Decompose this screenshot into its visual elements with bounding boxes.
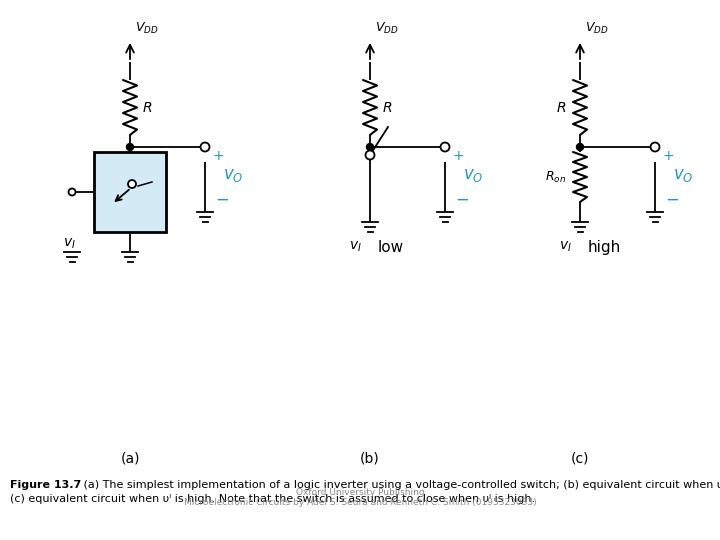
- Text: +: +: [452, 149, 464, 163]
- Text: $R$: $R$: [382, 100, 392, 114]
- Circle shape: [366, 151, 374, 159]
- Text: +: +: [662, 149, 674, 163]
- Text: $V_{DD}$: $V_{DD}$: [585, 21, 608, 36]
- Circle shape: [577, 144, 583, 151]
- Text: +: +: [212, 149, 224, 163]
- Text: $R$: $R$: [142, 100, 153, 114]
- Text: $v_I$: $v_I$: [349, 240, 362, 254]
- Text: (a) The simplest implementation of a logic inverter using a voltage-controlled s: (a) The simplest implementation of a log…: [80, 480, 720, 490]
- Text: Oxford University Publishing: Oxford University Publishing: [296, 488, 424, 497]
- Circle shape: [68, 188, 76, 195]
- Text: (c) equivalent circuit when υᴵ is high. Note that the switch is assumed to close: (c) equivalent circuit when υᴵ is high. …: [10, 494, 535, 504]
- Text: $V_{DD}$: $V_{DD}$: [135, 21, 158, 36]
- Bar: [94, 152, 166, 232]
- Text: $v_I$: $v_I$: [63, 237, 76, 252]
- Text: $v_O$: $v_O$: [673, 166, 693, 184]
- Circle shape: [366, 144, 374, 151]
- Text: $-$: $-$: [455, 190, 469, 208]
- Text: $R$: $R$: [556, 100, 566, 114]
- Text: (b): (b): [360, 451, 380, 465]
- Circle shape: [127, 144, 133, 151]
- Text: $v_O$: $v_O$: [463, 166, 484, 184]
- Text: Microelectronic Circuits by Adel S. Sedra and Kenneth C. Smith (0195323033): Microelectronic Circuits by Adel S. Sedr…: [184, 498, 536, 507]
- Text: (c): (c): [571, 451, 589, 465]
- Circle shape: [128, 180, 136, 188]
- Text: (a): (a): [120, 451, 140, 465]
- Text: $R_{on}$: $R_{on}$: [545, 170, 566, 185]
- Circle shape: [441, 143, 449, 152]
- Text: Figure 13.7: Figure 13.7: [10, 480, 81, 490]
- Circle shape: [650, 143, 660, 152]
- Text: $V_{DD}$: $V_{DD}$: [375, 21, 399, 36]
- Text: $v_O$: $v_O$: [223, 166, 243, 184]
- Text: $-$: $-$: [665, 190, 679, 208]
- Text: $-$: $-$: [215, 190, 229, 208]
- Text: low: low: [378, 240, 404, 255]
- Circle shape: [200, 143, 210, 152]
- Text: $v_I$: $v_I$: [559, 240, 572, 254]
- Text: high: high: [588, 240, 621, 255]
